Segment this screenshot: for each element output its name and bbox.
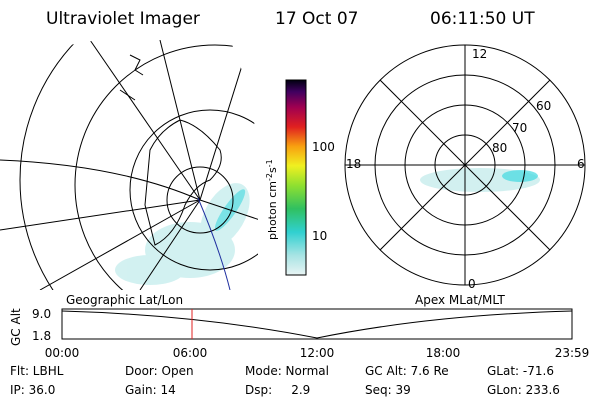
y-label: GC Alt [9, 308, 23, 346]
instrument: Ultraviolet Imager [46, 9, 200, 29]
colorbar-tick: 10 [312, 229, 327, 243]
mlat-label: 70 [512, 121, 527, 135]
x-tick: 06:00 [173, 346, 208, 360]
info-field: Door: Open [125, 364, 194, 378]
colorbar [285, 79, 307, 276]
mlt-label: 0 [468, 277, 476, 291]
time: 06:11:50 UT [430, 9, 535, 29]
info-field: Mode: Normal [245, 364, 329, 378]
colorbar-tick: 100 [312, 140, 335, 154]
info-field: Gain: 14 [125, 383, 176, 397]
header: Ultraviolet Imager 17 Oct 07 06:11:50 UT [46, 9, 535, 29]
mlt-label: 6 [577, 157, 585, 171]
x-tick: 00:00 [45, 346, 80, 360]
info-field: GC Alt: 7.6 Re [365, 364, 449, 378]
mlat-label: 60 [536, 99, 551, 113]
x-tick: 12:00 [300, 346, 335, 360]
mlat-label: 80 [492, 141, 507, 155]
info-field: GLon: 233.6 [487, 383, 560, 397]
left-title: Geographic Lat/Lon [66, 293, 183, 307]
y-tick: 9.0 [32, 307, 51, 321]
right-title: Apex MLat/MLT [415, 293, 505, 307]
info-field: Seq: 39 [365, 383, 411, 397]
info-panel: Flt: LBHL Door: Open Mode: Normal GC Alt: 7… [10, 364, 560, 397]
mlt-label: 12 [472, 47, 487, 61]
x-tick: 23:59 [555, 346, 590, 360]
info-field: IP: 36.0 [10, 383, 55, 397]
track-plot: Geographic Lat/Lon Apex MLat/MLT GC Alt … [9, 293, 589, 360]
info-field: GLat: -71.6 [487, 364, 554, 378]
date: 17 Oct 07 [275, 9, 358, 29]
info-field: Flt: LBHL [10, 364, 64, 378]
mlt-label: 18 [346, 157, 361, 171]
y-tick: 1.8 [32, 329, 51, 343]
x-tick: 18:00 [426, 346, 461, 360]
info-field: Dsp: 2.9 [245, 383, 310, 397]
geo-map [0, 40, 259, 290]
colorbar-label: photon cm-2s-1 [265, 159, 279, 240]
polar-plot: 12 18 6 0 60 70 80 [344, 44, 586, 291]
